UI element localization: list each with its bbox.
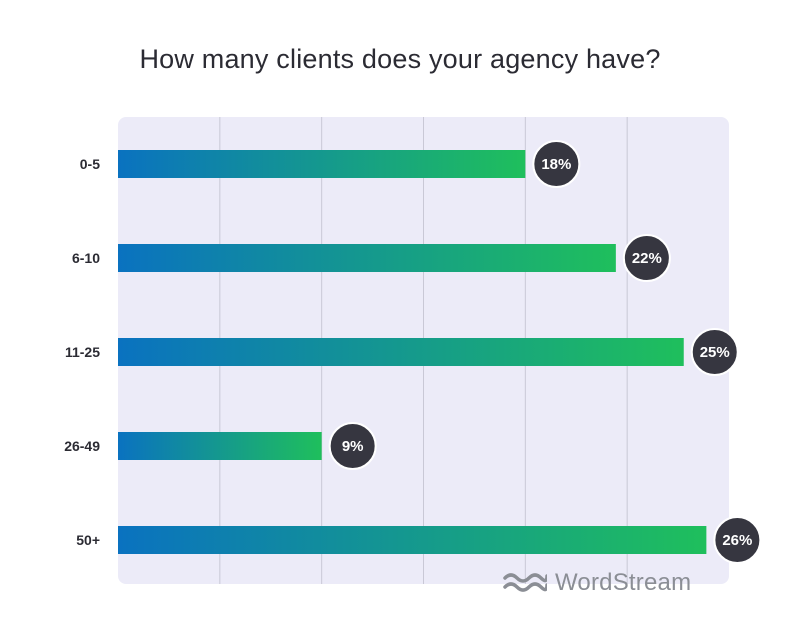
data-label-bubble (690, 328, 739, 376)
chart-title: How many clients does your agency have? (139, 44, 661, 74)
category-labels: 0-5 6-10 11-25 26-49 50+ (64, 156, 100, 548)
category-label: 50+ (76, 532, 100, 548)
bar-26-49 (118, 432, 322, 460)
category-label: 0-5 (80, 156, 100, 172)
logo-text: WordStream (555, 569, 692, 596)
data-label: 18% (541, 156, 571, 173)
wave-icon (503, 573, 547, 592)
data-label-bubble (328, 422, 377, 470)
bar-6-10 (118, 244, 616, 272)
category-label: 26-49 (64, 438, 100, 454)
bar-0-5 (118, 150, 526, 178)
data-label: 9% (342, 438, 364, 455)
category-label: 6-10 (72, 250, 100, 266)
bars (118, 150, 707, 554)
category-label: 11-25 (65, 344, 100, 360)
data-label: 26% (722, 532, 752, 549)
data-labels: 18% 22% 25% 9% 26% (328, 140, 762, 564)
data-label-bubble (622, 234, 671, 282)
data-label: 22% (632, 250, 662, 267)
data-label-bubble (713, 516, 762, 564)
bar-50+ (118, 526, 707, 554)
wordstream-logo: WordStream (503, 566, 691, 600)
data-label: 25% (700, 344, 730, 361)
data-label-bubble (532, 140, 581, 188)
bar-11-25 (118, 338, 684, 366)
